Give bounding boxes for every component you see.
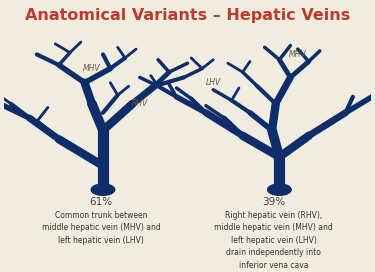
Text: 61%: 61% [90, 197, 113, 207]
Text: Right hepatic vein (RHV),
middle hepatic vein (MHV) and
left hepatic vein (LHV)
: Right hepatic vein (RHV), middle hepatic… [214, 211, 333, 270]
Text: 39%: 39% [262, 197, 285, 207]
Circle shape [268, 184, 291, 195]
Text: Common trunk between
middle hepatic vein (MHV) and
left hepatic vein (LHV): Common trunk between middle hepatic vein… [42, 211, 160, 245]
Text: LHV: LHV [206, 78, 221, 87]
Text: MHV: MHV [83, 64, 101, 73]
Circle shape [91, 184, 115, 195]
Text: MHV: MHV [289, 50, 307, 59]
Text: Anatomical Variants – Hepatic Veins: Anatomical Variants – Hepatic Veins [25, 8, 350, 23]
Text: RHV: RHV [132, 99, 148, 109]
